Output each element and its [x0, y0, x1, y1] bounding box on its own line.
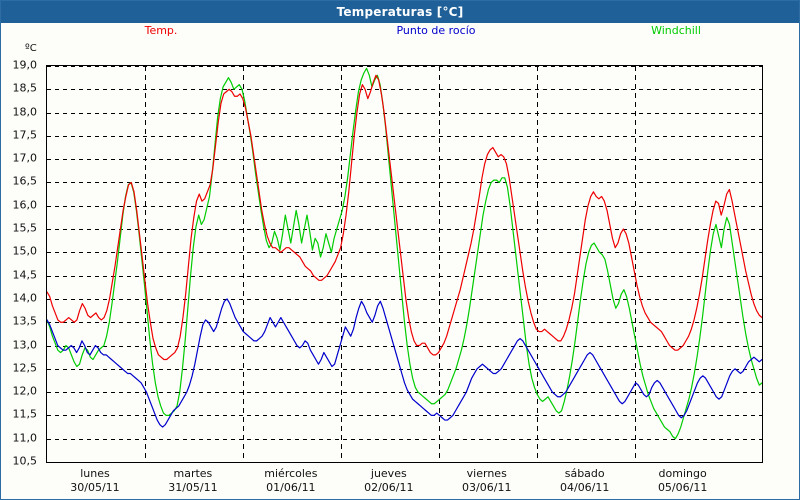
- series-line-dewpoint: [47, 298, 762, 428]
- y-axis-tick-label: 10,5: [12, 454, 38, 468]
- series-line-temp: [47, 74, 762, 361]
- x-axis-tick-label: viernes 03/06/11: [432, 467, 542, 495]
- plot-area: [46, 65, 763, 463]
- x-axis-dayname: sábado: [564, 467, 605, 480]
- x-axis-daydate: 03/06/11: [462, 481, 512, 494]
- x-axis-tick-label: domingo 05/06/11: [628, 467, 738, 495]
- y-axis-unit-label: ºC: [25, 43, 37, 54]
- x-axis-tick-label: sábado 04/06/11: [530, 467, 640, 495]
- x-axis-dayname: miércoles: [264, 467, 318, 480]
- y-axis-tick-label: 15,5: [12, 221, 38, 235]
- x-axis-daydate: 02/06/11: [364, 481, 414, 494]
- y-axis-tick-label: 16,0: [12, 198, 38, 212]
- x-axis-daydate: 04/06/11: [559, 481, 610, 494]
- y-axis-tick-label: 15,0: [12, 244, 38, 258]
- x-axis-tick-label: martes 31/05/11: [138, 467, 248, 495]
- legend-item-temp: Temp.: [144, 24, 178, 37]
- x-axis-dayname: lunes: [80, 467, 110, 480]
- window-titlebar: Temperaturas [°C]: [1, 1, 799, 23]
- x-axis-tick-label: jueves 02/06/11: [334, 467, 444, 495]
- plot-area-wrapper: [46, 65, 763, 463]
- y-axis-tick-label: 17,0: [12, 151, 38, 165]
- y-axis-tick-label: 11,0: [12, 431, 38, 445]
- y-axis-tick-label: 13,0: [12, 338, 38, 352]
- y-axis-tick-label: 19,0: [12, 58, 38, 72]
- y-axis-tick-label: 13,5: [12, 314, 38, 328]
- window-title: Temperaturas [°C]: [336, 5, 464, 19]
- x-axis-daydate: 01/06/11: [266, 481, 316, 494]
- x-axis-dayname: viernes: [466, 467, 507, 480]
- x-axis-dayname: jueves: [370, 467, 407, 480]
- y-axis-tick-label: 11,5: [12, 407, 38, 421]
- x-axis-daydate: 05/06/11: [657, 481, 708, 494]
- x-axis-dayname: domingo: [658, 467, 707, 480]
- y-axis-tick-label: 18,5: [12, 81, 38, 95]
- series-line-windchill: [47, 67, 762, 440]
- legend-item-windchill: Windchill: [651, 24, 701, 37]
- x-axis-daydate: 30/05/11: [70, 481, 120, 494]
- y-axis-tick-label: 18,0: [12, 105, 38, 119]
- x-axis-daydate: 31/05/11: [168, 481, 218, 494]
- x-axis-dayname: martes: [173, 467, 213, 480]
- x-axis-tick-label: miércoles 01/06/11: [236, 467, 346, 495]
- y-axis-tick-label: 12,5: [12, 361, 38, 375]
- legend-item-dewpoint: Punto de rocío: [396, 24, 476, 37]
- chart-canvas: [47, 66, 762, 462]
- y-axis-tick-label: 16,5: [12, 174, 38, 188]
- y-axis-tick-label: 12,0: [12, 384, 38, 398]
- y-axis-tick-label: 14,0: [12, 291, 38, 305]
- x-axis-tick-label: lunes 30/05/11: [40, 467, 150, 495]
- chart-legend: Temp. Punto de rocío Windchill: [1, 24, 799, 44]
- y-axis-tick-label: 14,5: [12, 268, 38, 282]
- y-axis-tick-label: 17,5: [12, 128, 38, 142]
